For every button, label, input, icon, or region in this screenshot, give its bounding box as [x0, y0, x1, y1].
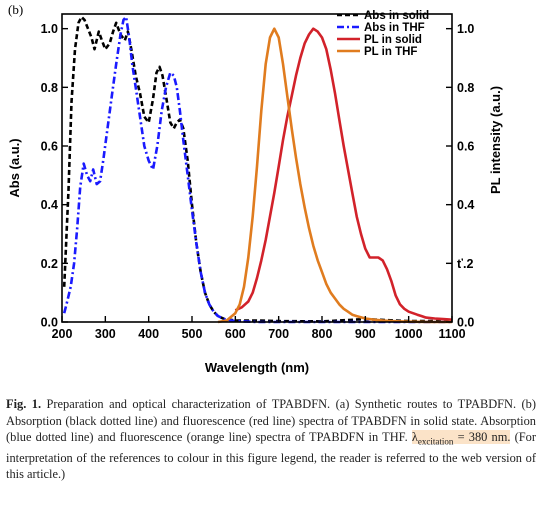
caption-highlight-rest: = 380 nm. — [453, 430, 511, 444]
x-tick-label: 400 — [138, 327, 159, 341]
spectra-chart: 200 300 400 500 600 700 800 900 1000 11000.00.20.… — [7, 10, 503, 375]
caption-text-before: Preparation and optical characterization… — [6, 397, 536, 444]
x-tick-label: 1100 — [438, 327, 465, 341]
y-tick-label-left: 0.6 — [41, 140, 58, 154]
x-tick-label: 200 — [52, 327, 73, 341]
legend-label-3: PL in solid — [364, 34, 422, 46]
x-tick-label: 1000 — [395, 327, 423, 341]
y-tick-label-left: 0.0 — [41, 316, 58, 330]
caption-highlight: λexcitation = 380 nm. — [411, 430, 511, 447]
y-tick-label-left: 0.8 — [41, 81, 58, 95]
y-tick-label-left: 0.2 — [41, 257, 58, 271]
plot-lines — [62, 15, 453, 324]
legend-label-2: Abs in THF — [364, 22, 425, 34]
series-line-4 — [217, 27, 452, 324]
legend-label-4: PL in THF — [364, 46, 417, 58]
y-tick-label-right: 0.4 — [457, 198, 474, 212]
y-axis-label-left: Abs (a.u.) — [7, 138, 22, 197]
axis-ticks: 200 300 400 500 600 700 800 900 1000 11000.00.20.… — [41, 22, 475, 341]
x-tick-label: 900 — [355, 327, 376, 341]
y-tick-label-right: 1.0 — [457, 22, 474, 36]
y-tick-label-left: 1.0 — [41, 22, 58, 36]
y-tick-label-right: ť.2 — [457, 257, 473, 271]
x-tick-label: 600 — [225, 327, 246, 341]
legend-label-1: Abs in solid — [364, 10, 429, 22]
y-tick-label-right: 0.0 — [457, 316, 474, 330]
x-tick-label: 500 — [182, 327, 203, 341]
y-axis-label-right: PL intensity (a.u.) — [488, 86, 503, 194]
series-line-2 — [62, 15, 452, 324]
caption-lambda: λ — [411, 430, 418, 444]
x-tick-label: 800 — [312, 327, 333, 341]
panel-label: (b) — [8, 2, 24, 17]
plot-frame — [61, 13, 453, 323]
x-axis-label: Wavelength (nm) — [205, 360, 309, 375]
caption-fig-label: Fig. 1. — [6, 397, 42, 411]
caption-lambda-sub: excitation — [417, 436, 454, 447]
y-tick-label-right: 0.8 — [457, 81, 474, 95]
y-tick-label-left: 0.4 — [41, 198, 58, 212]
series-line-3 — [234, 27, 453, 321]
figure-caption: Fig. 1. Preparation and optical characte… — [6, 396, 536, 483]
x-tick-label: 700 — [268, 327, 289, 341]
caption-text-after: (For interpretation of the references to… — [6, 430, 536, 482]
x-tick-label: 300 — [95, 327, 116, 341]
y-tick-label-right: 0.6 — [457, 140, 474, 154]
